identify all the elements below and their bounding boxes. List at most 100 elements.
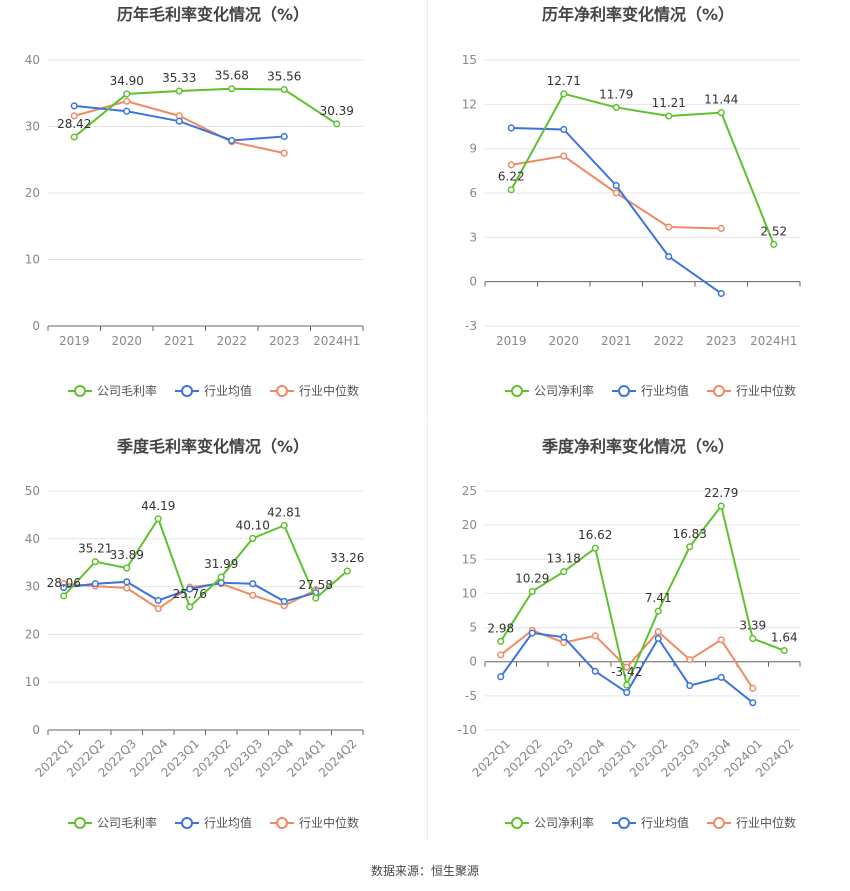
- data-point: [749, 699, 757, 707]
- data-point: [591, 632, 599, 640]
- legend-item-3: 行业中位数: [707, 815, 796, 830]
- legend-marker: [74, 385, 86, 397]
- data-label: 33.89: [110, 548, 144, 562]
- y-tick-label: 6: [469, 186, 477, 200]
- data-point: [175, 117, 183, 125]
- data-point: [497, 651, 505, 659]
- legend-marker: [618, 817, 630, 829]
- data-point: [612, 189, 620, 197]
- x-tick-label: 2019: [496, 334, 527, 348]
- data-point: [507, 186, 515, 194]
- data-point: [612, 103, 620, 111]
- legend-label: 公司净利率: [534, 383, 594, 398]
- data-label: 34.90: [110, 74, 144, 88]
- data-point: [228, 85, 236, 93]
- legend-marker: [74, 817, 86, 829]
- legend-item-3: 行业中位数: [270, 815, 359, 830]
- data-point: [654, 607, 662, 615]
- x-tick-label: 2024H1: [313, 334, 360, 348]
- data-point: [123, 97, 131, 105]
- data-point: [528, 587, 536, 595]
- data-label: 28.06: [47, 576, 81, 590]
- legend-marker: [511, 385, 523, 397]
- data-point: [70, 102, 78, 110]
- y-tick-label: 15: [462, 53, 477, 67]
- legend-marker: [181, 385, 193, 397]
- x-tick-label: 2023: [269, 334, 300, 348]
- x-tick-label: 2023: [706, 334, 737, 348]
- chart-title: 历年净利率变化情况（%）: [542, 5, 734, 24]
- data-point: [560, 633, 568, 641]
- y-tick-label: 12: [462, 97, 477, 111]
- legend-label: 公司毛利率: [97, 815, 157, 830]
- series-line-2: [511, 126, 722, 295]
- data-point: [507, 161, 515, 169]
- data-label: 42.81: [267, 505, 301, 519]
- data-point: [217, 573, 225, 581]
- data-point: [717, 289, 725, 298]
- data-label: 6.22: [498, 170, 525, 184]
- x-tick-label: 2024H1: [750, 334, 797, 348]
- y-tick-label: 15: [462, 552, 477, 566]
- data-point: [560, 568, 568, 576]
- data-point: [91, 580, 99, 588]
- legend-item-3: 行业中位数: [707, 383, 796, 398]
- data-point: [623, 681, 631, 689]
- data-label: 12.71: [547, 74, 581, 88]
- chart-panel-4: 季度净利率变化情况（%）-10-505101520252022Q12022Q22…: [457, 437, 801, 830]
- legend-label: 行业均值: [641, 815, 689, 830]
- x-tick-label: 2020: [548, 334, 579, 348]
- data-label: 2.52: [760, 224, 787, 238]
- legend-label: 公司净利率: [534, 815, 594, 830]
- data-source-note: 数据来源：恒生聚源: [370, 864, 479, 878]
- legend-label: 行业均值: [641, 383, 689, 398]
- legend-item-2: 行业均值: [612, 815, 689, 830]
- data-point: [507, 124, 515, 132]
- data-point: [560, 152, 568, 160]
- x-tick-label: 2020: [111, 334, 142, 348]
- data-point: [560, 125, 568, 134]
- data-point: [70, 133, 78, 141]
- data-point: [665, 252, 673, 261]
- data-label: 13.18: [547, 552, 581, 566]
- y-tick-label: 10: [25, 253, 40, 267]
- y-tick-label: 5: [469, 621, 477, 635]
- data-label: 11.79: [599, 87, 633, 101]
- y-tick-label: 0: [32, 723, 40, 737]
- data-point: [228, 136, 236, 145]
- data-point: [154, 596, 162, 605]
- series-line-1: [63, 516, 348, 609]
- data-point: [70, 112, 78, 120]
- y-tick-label: 0: [469, 275, 477, 289]
- chart-title: 历年毛利率变化情况（%）: [117, 5, 309, 24]
- data-point: [312, 594, 320, 602]
- data-label: 40.10: [236, 518, 270, 532]
- legend-item-1: 公司净利率: [505, 383, 594, 398]
- data-point: [749, 635, 757, 643]
- legend-marker: [713, 385, 725, 397]
- data-label: 10.29: [515, 571, 549, 585]
- data-point: [280, 149, 288, 157]
- y-tick-label: 50: [25, 484, 40, 498]
- data-label: 28.42: [57, 117, 91, 131]
- y-tick-label: 0: [469, 655, 477, 669]
- data-label: 3.39: [739, 619, 766, 633]
- x-tick-label: 2021: [164, 334, 195, 348]
- y-tick-label: 40: [25, 53, 40, 67]
- data-point: [665, 112, 673, 120]
- data-point: [60, 592, 68, 600]
- data-label: 11.21: [652, 96, 686, 110]
- legend-label: 行业中位数: [736, 383, 796, 398]
- legend-label: 公司毛利率: [97, 383, 157, 398]
- data-point: [717, 109, 725, 117]
- data-point: [154, 605, 162, 613]
- horizontal-divider: [0, 420, 850, 421]
- chart-title: 季度净利率变化情况（%）: [541, 437, 734, 456]
- data-point: [686, 682, 694, 690]
- data-label: 35.21: [78, 542, 112, 556]
- data-point: [686, 656, 694, 664]
- legend-label: 行业中位数: [736, 815, 796, 830]
- data-label: 30.39: [320, 104, 354, 118]
- y-tick-label: 30: [25, 120, 40, 134]
- data-point: [612, 182, 620, 190]
